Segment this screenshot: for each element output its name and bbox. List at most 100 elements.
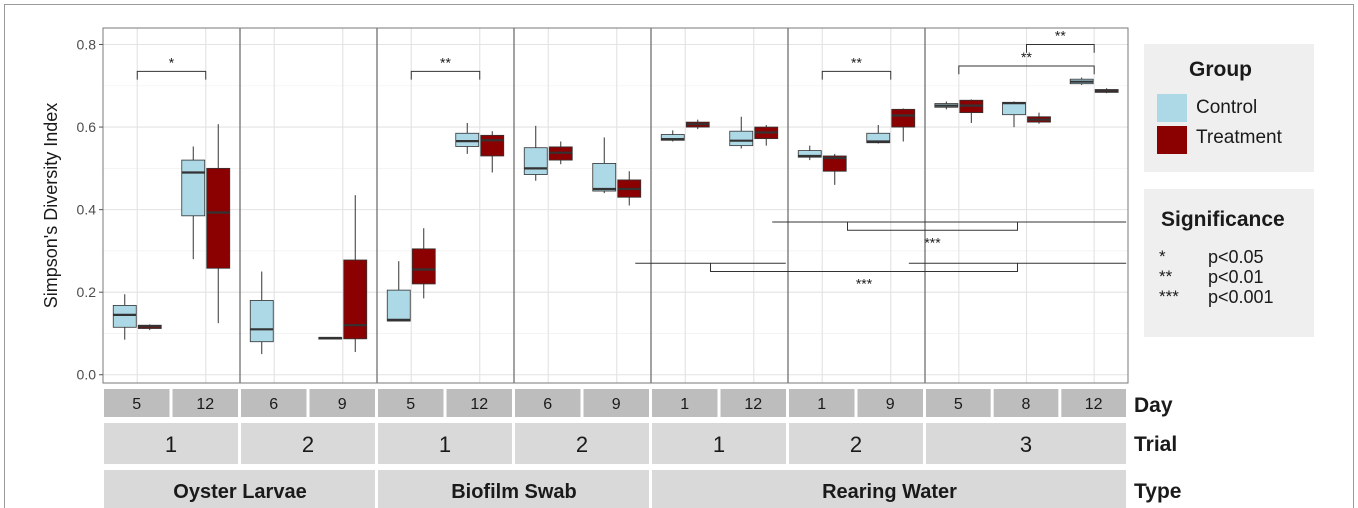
day-label: 9: [612, 396, 621, 413]
cross-significance-bracket: ***: [772, 221, 1127, 250]
day-label: 1: [817, 396, 826, 413]
figure-frame: [4, 4, 1354, 508]
box-control-day-9: [592, 137, 617, 194]
panel-7: [925, 28, 1128, 383]
day-strip: [378, 389, 444, 417]
bracket-label: ***: [924, 234, 941, 250]
day-label: 9: [338, 396, 347, 413]
significance-label-2: p<0.01: [1208, 267, 1264, 287]
box-control-day-6: [249, 271, 274, 355]
control-legend-label: Control: [1196, 97, 1258, 118]
box-treatment-day-1: [822, 153, 847, 185]
bracket-line: [821, 70, 892, 80]
day-label: 12: [470, 396, 488, 413]
day-label: 5: [954, 396, 963, 413]
day-label: 5: [406, 396, 415, 413]
box-body: [797, 150, 822, 158]
day-strip: [993, 389, 1059, 417]
box-treatment-day-1: [685, 119, 710, 130]
box-body: [729, 130, 754, 147]
box-body: [523, 147, 548, 175]
bracket-label: **: [1021, 49, 1032, 65]
day-label: 12: [196, 396, 214, 413]
box-control-day-6: [523, 125, 548, 181]
box-body: [343, 259, 368, 340]
type-row-label: Type: [1134, 480, 1181, 503]
bracket-connector: [847, 222, 1018, 231]
box-body: [181, 159, 206, 217]
y-tick-label: 0.6: [77, 119, 97, 135]
trial-label: 1: [713, 432, 725, 457]
box-treatment-day-12: [1094, 88, 1119, 94]
day-label: 6: [543, 396, 552, 413]
trial-strip: [652, 423, 786, 464]
box-body: [112, 304, 137, 328]
bracket-line: [136, 70, 207, 80]
trial-label: 1: [165, 432, 177, 457]
group-legend-title: Group: [1189, 58, 1252, 81]
day-strip: [446, 389, 512, 417]
day-strip: [104, 389, 170, 417]
treatment-legend-swatch: [1157, 126, 1187, 154]
group-legend: Group Control Treatment: [1144, 44, 1314, 172]
significance-symbol-1: *: [1159, 247, 1166, 266]
type-strip: [652, 470, 1126, 508]
day-strip: [652, 389, 718, 417]
y-tick-label: 0.2: [77, 284, 97, 300]
bracket-line: [410, 70, 481, 80]
y-tick-label: 0.8: [77, 37, 97, 53]
control-legend-swatch: [1157, 94, 1187, 122]
bracket-label: ***: [856, 276, 873, 292]
box-treatment-day-8: [1027, 112, 1051, 124]
box-treatment-day-12: [480, 131, 505, 173]
panel-1: [103, 28, 240, 383]
trial-label: 2: [302, 432, 314, 457]
type-strip: [378, 470, 649, 508]
box-treatment-day-12: [206, 124, 231, 324]
trial-label: 2: [850, 432, 862, 457]
day-strip: [857, 389, 923, 417]
box-control-day-8: [1002, 101, 1026, 128]
significance-symbol-2: **: [1159, 267, 1173, 286]
box-body: [455, 132, 480, 147]
bracket-connector: [710, 263, 1018, 273]
day-label: 6: [269, 396, 278, 413]
box-treatment-day-12: [754, 125, 779, 146]
box-body: [592, 162, 617, 192]
y-tick-label: 0.4: [77, 202, 97, 218]
box-control-day-12: [1069, 77, 1094, 85]
cross-significance-bracket: ***: [635, 262, 1127, 292]
day-label: 8: [1022, 396, 1031, 413]
day-strip: [789, 389, 855, 417]
significance-bracket: **: [410, 54, 481, 80]
trial-strip: [789, 423, 923, 464]
type-label: Biofilm Swab: [451, 481, 577, 503]
box-control-day-5: [112, 294, 137, 340]
panel-5: [651, 28, 788, 383]
panel-2: [240, 28, 377, 383]
day-strip: [583, 389, 649, 417]
day-strip: [515, 389, 581, 417]
box-control-day-12: [181, 146, 206, 260]
box-body: [386, 289, 411, 322]
box-body: [411, 248, 436, 285]
box-treatment-day-5: [411, 228, 436, 299]
significance-legend-title: Significance: [1161, 208, 1285, 231]
type-strip: [104, 470, 375, 508]
panel-3: [377, 28, 514, 383]
bracket-label: **: [851, 54, 862, 70]
bracket-label: **: [440, 54, 451, 70]
box-control-day-5: [934, 101, 959, 110]
day-label: 1: [680, 396, 689, 413]
day-strip: [926, 389, 991, 417]
significance-symbol-3: ***: [1159, 287, 1179, 306]
box-body: [480, 134, 505, 157]
bracket-line: [958, 65, 1095, 75]
day-strip: [1061, 389, 1126, 417]
y-tick-label: 0.0: [77, 367, 97, 383]
box-treatment-day-9: [617, 171, 642, 206]
day-strip: [309, 389, 375, 417]
type-label: Rearing Water: [822, 481, 957, 503]
day-label: 12: [1085, 396, 1103, 413]
